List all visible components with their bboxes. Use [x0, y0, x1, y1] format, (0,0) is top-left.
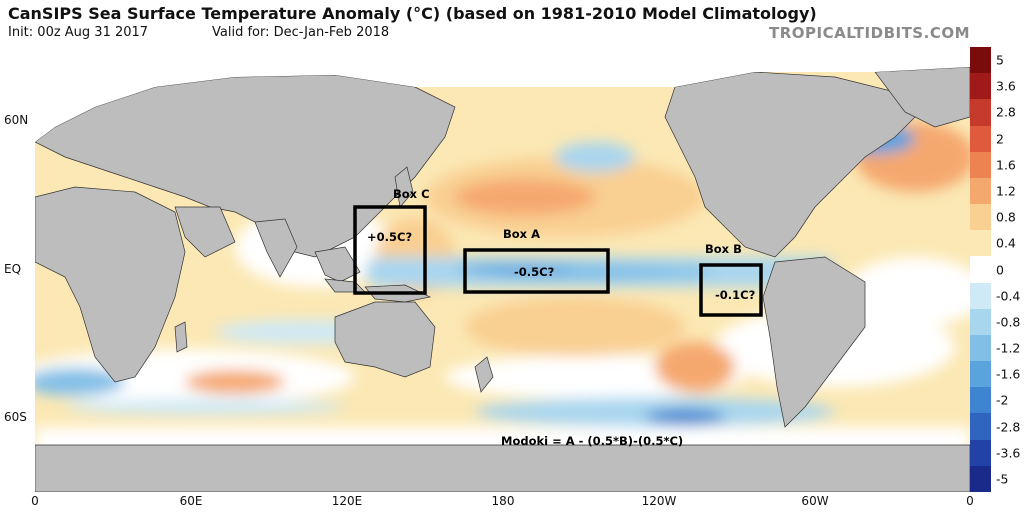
modoki-formula: Modoki = A - (0.5*B)-(0.5*C) [501, 434, 683, 448]
colorbar-segment [970, 125, 991, 152]
colorbar-tick-label: -1.2 [996, 340, 1021, 356]
colorbar-segment [970, 439, 991, 466]
colorbar-segment [970, 282, 991, 309]
box-a-label: Box A [503, 227, 540, 241]
colorbar-segment [970, 230, 991, 257]
colorbar-tick-label: -0.4 [996, 288, 1021, 304]
box-b-label: Box B [705, 242, 742, 256]
chart-title: CanSIPS Sea Surface Temperature Anomaly … [8, 4, 817, 23]
colorbar-segment [970, 256, 991, 283]
site-brand: TROPICALTIDBITS.COM [769, 24, 970, 42]
colorbar-tick-label: 0 [996, 262, 1004, 277]
colorbar-segment [970, 465, 991, 492]
lon-label-120w: 120W [641, 494, 677, 508]
sst-anomaly-map: Box C +0.5C? Box A -0.5C? Box B -0.1C? M… [35, 47, 970, 492]
lon-label-60e: 60E [179, 494, 203, 508]
lon-label-180: 180 [491, 494, 515, 508]
lat-label-eq: EQ [4, 262, 22, 276]
colorbar-segment [970, 73, 991, 100]
colorbar-segment [970, 204, 991, 231]
box-c [353, 205, 427, 295]
lon-label-0: 0 [31, 494, 39, 508]
colorbar-tick-label: 1.6 [996, 157, 1016, 173]
box-a-value: -0.5C? [514, 265, 554, 279]
colorbar-tick-label: -3.6 [996, 445, 1021, 461]
lat-label-60n: 60N [4, 113, 29, 127]
colorbar-tick-label: 1.2 [996, 183, 1016, 199]
colorbar-tick-label: 3.6 [996, 78, 1016, 94]
colorbar-tick-label: -5 [996, 471, 1009, 487]
colorbar-tick-label: 0.8 [996, 209, 1016, 225]
colorbar-segment [970, 47, 991, 74]
valid-period: Valid for: Dec-Jan-Feb 2018 [212, 25, 390, 40]
colorbar-segment [970, 99, 991, 126]
box-c-label: Box C [393, 187, 430, 201]
colorbar-tick-label: -2.8 [996, 419, 1021, 435]
colorbar-segment [970, 177, 991, 205]
lon-label-0-east: 0 [966, 494, 974, 508]
colorbar-segment [970, 151, 991, 178]
colorbar-segment [970, 308, 991, 335]
colorbar-tick-label: 0.4 [996, 235, 1016, 251]
box-c-value: +0.5C? [367, 230, 412, 244]
colorbar [970, 47, 991, 492]
colorbar-tick-label: -0.8 [996, 314, 1021, 330]
land-masses [35, 66, 970, 492]
colorbar-tick-label: 2.8 [996, 104, 1016, 120]
colorbar-tick-label: -2 [996, 392, 1009, 408]
colorbar-tick-label: 5 [996, 52, 1004, 68]
colorbar-segment [970, 334, 991, 362]
lon-label-120e: 120E [331, 494, 363, 508]
colorbar-segment [970, 387, 991, 414]
analysis-boxes [353, 205, 763, 317]
colorbar-tick-label: -1.6 [996, 366, 1021, 382]
colorbar-segment [970, 361, 991, 388]
box-b [699, 263, 763, 317]
colorbar-tick-label: 2 [996, 131, 1004, 147]
init-time: Init: 00z Aug 31 2017 [8, 25, 149, 40]
lat-label-60s: 60S [4, 410, 27, 424]
box-b-value: -0.1C? [715, 288, 755, 302]
box-a [463, 248, 610, 294]
lon-label-60w: 60W [801, 494, 829, 508]
colorbar-segment [970, 413, 991, 440]
